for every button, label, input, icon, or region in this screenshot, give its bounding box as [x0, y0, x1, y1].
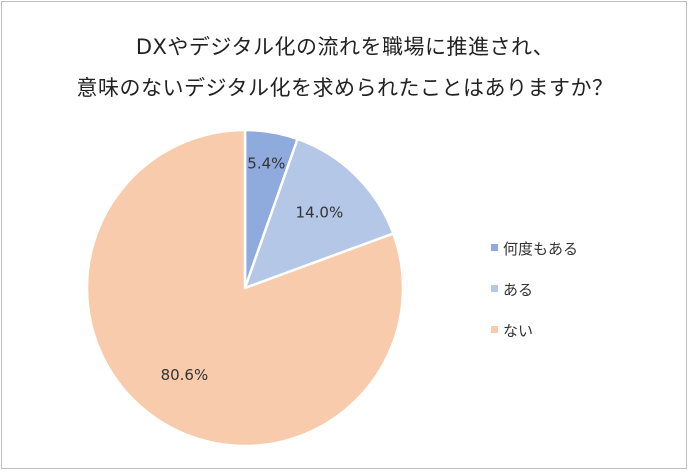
- legend-swatch-nandomo-aru: [491, 244, 498, 251]
- legend-label-nandomo-aru: 何度もある: [503, 240, 579, 258]
- legend-swatch-nai: [491, 326, 498, 333]
- chart-title-line-1: DXやデジタル化の流れを職場に推進され、: [135, 35, 555, 59]
- legend-swatch-aru: [491, 285, 498, 292]
- pie-slice-aru: [243, 137, 395, 290]
- chart-title-line-2: 意味のないデジタル化を求められたことはありますか？: [76, 76, 614, 100]
- pie-slice-nai: [85, 128, 405, 448]
- legend-label-aru: ある: [503, 281, 534, 299]
- pie-slices: [85, 128, 405, 448]
- legend-label-nai: ない: [503, 322, 534, 340]
- data-label-aru: 14.0%: [296, 204, 344, 222]
- pie-data-labels: 5.4% 14.0% 80.6%: [161, 154, 344, 383]
- data-label-nandomo-aru: 5.4%: [247, 154, 285, 172]
- data-label-nai: 80.6%: [161, 366, 209, 384]
